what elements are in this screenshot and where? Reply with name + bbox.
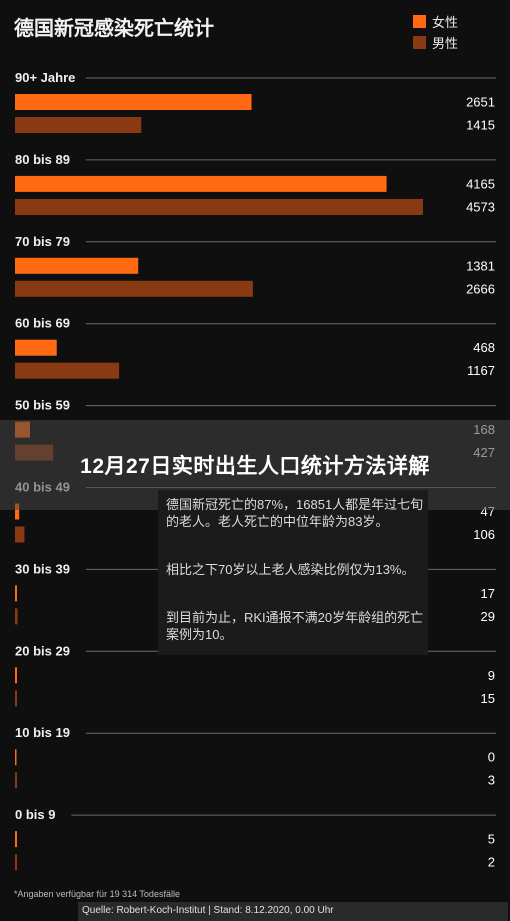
category-label-80-bis-89: 80 bis 89 bbox=[15, 152, 70, 167]
legend-swatch-male bbox=[413, 36, 426, 49]
footnote: *Angaben verfügbar für 19 314 Todesfälle bbox=[14, 889, 180, 899]
category-label-20-bis-29: 20 bis 29 bbox=[15, 643, 70, 658]
bar-male-10-bis-19 bbox=[15, 772, 17, 789]
info-panel bbox=[158, 490, 428, 655]
category-label-50-bis-59: 50 bis 59 bbox=[15, 398, 70, 413]
info-text-3: 到目前为止，RKI通报不满20岁年龄组的死亡案例为10。 bbox=[166, 610, 424, 642]
value-label-male-40-bis-49: 106 bbox=[473, 527, 495, 542]
value-label-male-30-bis-39: 29 bbox=[481, 609, 495, 624]
bar-female-80-bis-89 bbox=[15, 175, 387, 192]
legend-label-male: 男性 bbox=[432, 36, 459, 51]
chart-title: 德国新冠感染死亡统计 bbox=[14, 18, 214, 40]
source-bar bbox=[78, 902, 508, 921]
value-label-male-10-bis-19: 3 bbox=[488, 773, 495, 788]
bar-female-0-bis-9 bbox=[15, 831, 17, 848]
bar-male-0-bis-9 bbox=[15, 854, 17, 871]
value-label-female-60-bis-69: 468 bbox=[473, 340, 495, 355]
legend-item-male: 男性 bbox=[413, 33, 458, 52]
value-label-male-90-jahre: 1415 bbox=[466, 118, 495, 133]
bar-male-60-bis-69 bbox=[15, 362, 120, 379]
value-label-male-0-bis-9: 2 bbox=[488, 855, 495, 870]
value-label-male-70-bis-79: 2666 bbox=[466, 281, 495, 296]
category-label-10-bis-19: 10 bis 19 bbox=[15, 725, 70, 740]
bar-male-20-bis-29 bbox=[15, 690, 17, 707]
category-label-30-bis-39: 30 bis 39 bbox=[15, 561, 70, 576]
value-label-female-0-bis-9: 5 bbox=[488, 832, 495, 847]
value-label-female-70-bis-79: 1381 bbox=[466, 258, 495, 273]
bar-male-90-jahre bbox=[15, 117, 142, 133]
category-label-0-bis-9: 0 bis 9 bbox=[15, 807, 55, 822]
value-label-female-90-jahre: 2651 bbox=[466, 95, 495, 110]
value-label-female-10-bis-19: 0 bbox=[488, 750, 495, 765]
value-label-female-30-bis-39: 17 bbox=[481, 586, 495, 601]
bar-female-90-jahre bbox=[15, 94, 252, 110]
value-label-male-20-bis-29: 15 bbox=[481, 691, 495, 706]
bar-male-70-bis-79 bbox=[15, 280, 253, 297]
overlay-headline: 12月27日实时出生人口统计方法详解 bbox=[80, 455, 430, 478]
value-label-male-80-bis-89: 4573 bbox=[466, 199, 495, 214]
bar-female-60-bis-69 bbox=[15, 339, 57, 356]
info-text-1: 德国新冠死亡的87%，16851人都是年过七旬的老人。老人死亡的中位年龄为83岁… bbox=[166, 497, 424, 529]
legend-label-female: 女性 bbox=[432, 15, 459, 30]
legend-swatch-female bbox=[413, 15, 426, 28]
value-label-female-80-bis-89: 4165 bbox=[466, 176, 495, 191]
category-label-70-bis-79: 70 bis 79 bbox=[15, 234, 70, 249]
bar-female-30-bis-39 bbox=[15, 585, 17, 602]
bar-male-30-bis-39 bbox=[15, 608, 18, 625]
category-label-90-jahre: 90+ Jahre bbox=[15, 70, 75, 85]
value-label-male-60-bis-69: 1167 bbox=[467, 363, 495, 378]
bar-male-80-bis-89 bbox=[15, 198, 423, 215]
bar-female-40-bis-49 bbox=[15, 503, 20, 520]
legend-item-female: 女性 bbox=[413, 12, 458, 31]
bar-female-70-bis-79 bbox=[15, 257, 139, 274]
category-label-60-bis-69: 60 bis 69 bbox=[15, 316, 70, 331]
bar-male-40-bis-49 bbox=[15, 526, 25, 543]
source-text: Quelle: Robert-Koch-Institut | Stand: 8.… bbox=[82, 905, 334, 916]
value-label-female-20-bis-29: 9 bbox=[488, 668, 495, 683]
bar-female-10-bis-19 bbox=[15, 749, 17, 766]
bar-female-20-bis-29 bbox=[15, 667, 17, 684]
info-text-2: 相比之下70岁以上老人感染比例仅为13%。 bbox=[166, 562, 415, 577]
